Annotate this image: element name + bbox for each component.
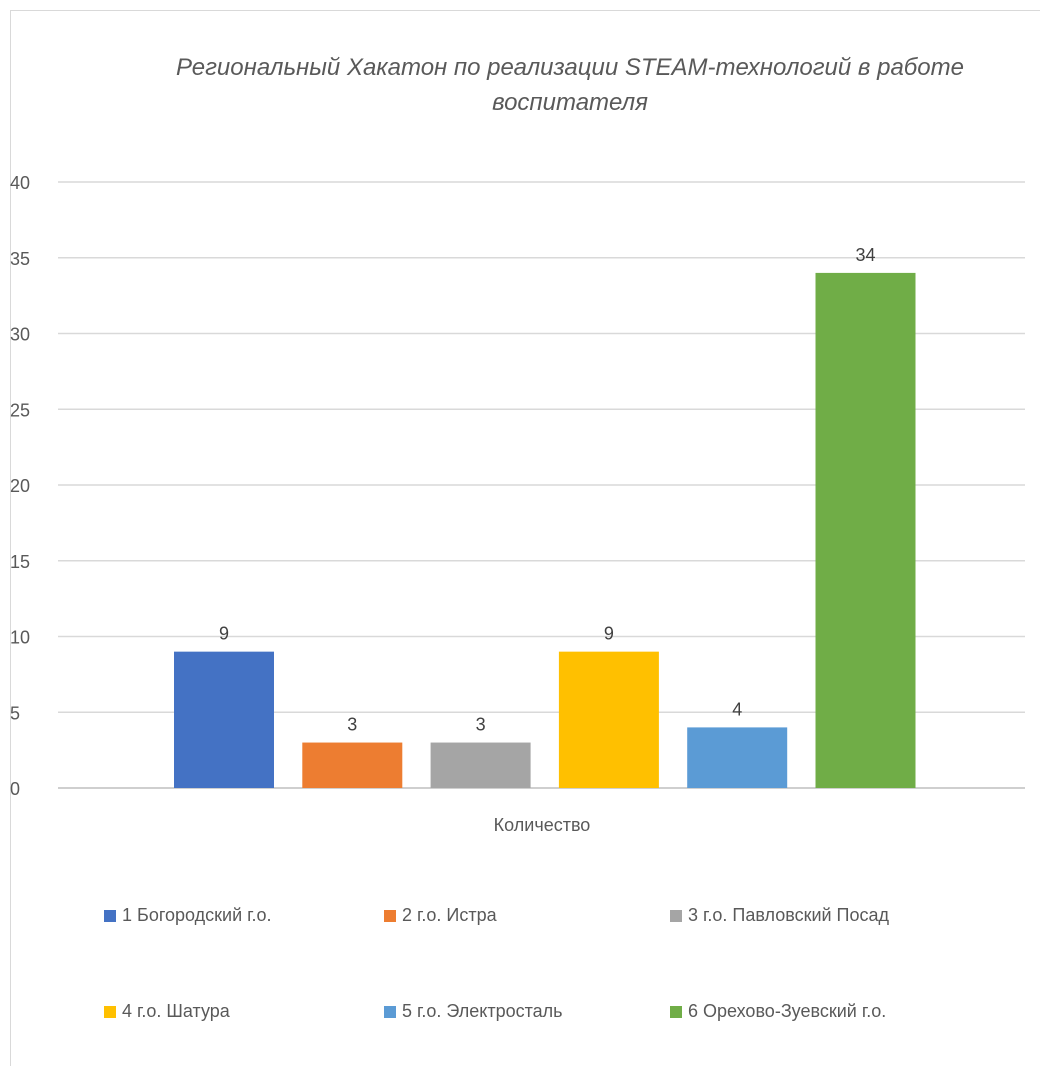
data-label: 3 (347, 715, 357, 735)
y-tick-label: 5 (10, 703, 20, 723)
chart-title: Региональный Хакатон по реализации STEAM… (176, 54, 964, 116)
chart-frame (10, 10, 1040, 1066)
bar (174, 651, 274, 788)
data-label: 34 (855, 245, 875, 265)
bar (815, 272, 916, 788)
y-tick-label: 20 (10, 476, 30, 496)
bar (558, 651, 659, 788)
y-tick-label: 25 (10, 400, 30, 420)
y-tick-label: 40 (10, 173, 30, 193)
y-tick-label: 30 (10, 325, 30, 345)
data-label: 3 (476, 715, 486, 735)
y-tick-label: 15 (10, 552, 30, 572)
y-tick-label: 35 (10, 249, 30, 269)
y-tick-label: 0 (10, 779, 20, 799)
data-label: 9 (604, 624, 614, 644)
bar (687, 727, 788, 788)
x-category-label: Количество (494, 815, 591, 835)
y-tick-label: 10 (10, 628, 30, 648)
data-label: 9 (219, 624, 229, 644)
bar (302, 742, 403, 788)
data-label: 4 (732, 699, 742, 719)
bar (430, 742, 531, 788)
